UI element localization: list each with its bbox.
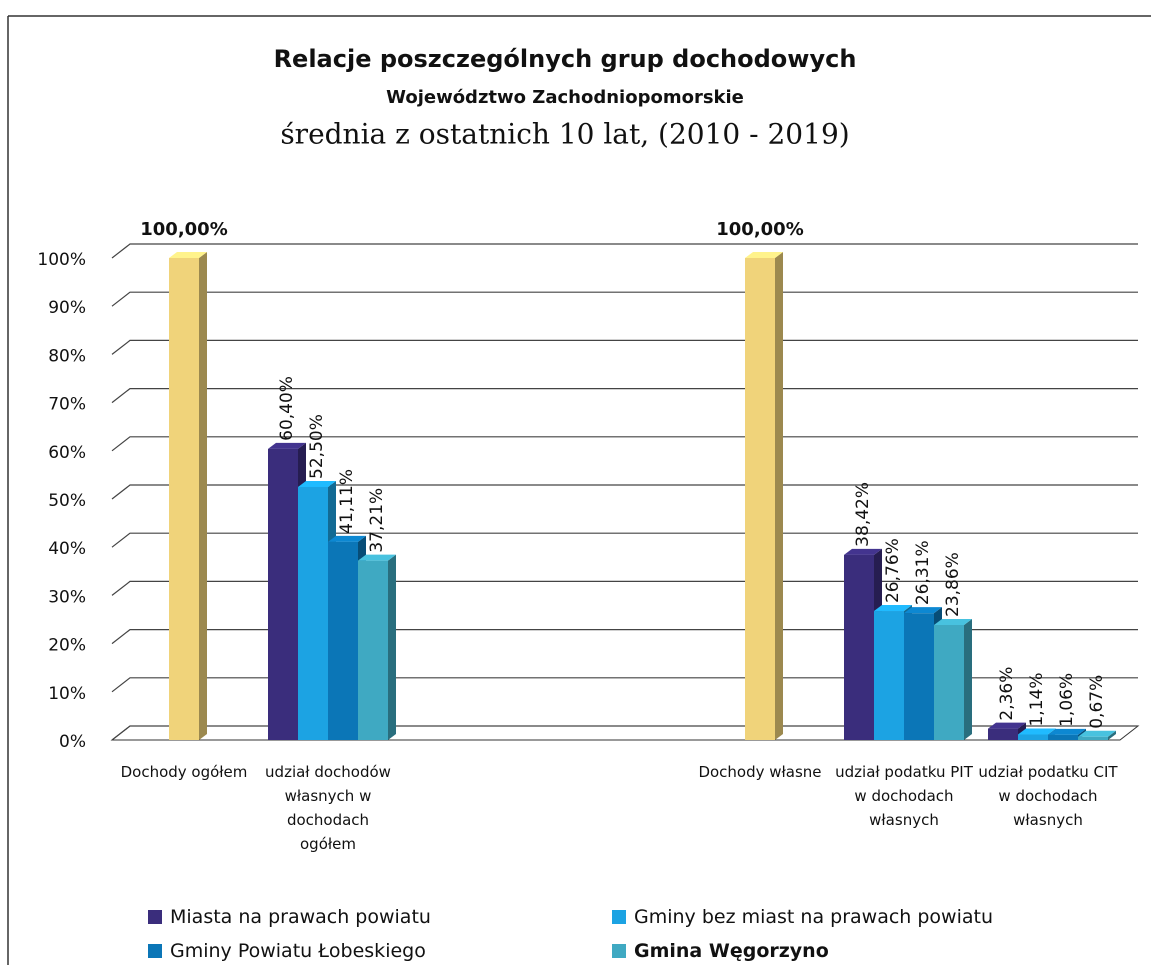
y-tick-label: 70% bbox=[48, 395, 86, 415]
grid-line bbox=[111, 725, 1138, 741]
value-label: 37,21% bbox=[367, 488, 387, 553]
value-label: 2,36% bbox=[997, 667, 1017, 721]
bar bbox=[988, 728, 1018, 740]
x-tick-label: Dochody własne bbox=[698, 763, 822, 781]
bar-side bbox=[964, 618, 972, 740]
bar-top bbox=[844, 548, 882, 555]
grid-line bbox=[111, 436, 1138, 452]
bar-top bbox=[328, 535, 366, 542]
y-tick-label: 80% bbox=[48, 346, 86, 366]
bar-top bbox=[1048, 728, 1086, 735]
bar bbox=[298, 486, 328, 740]
bar bbox=[169, 258, 199, 740]
bar bbox=[904, 613, 934, 740]
x-tick-label: udział podatku PIT w dochodach własnych bbox=[835, 763, 973, 829]
bar bbox=[1048, 734, 1078, 740]
bar-top bbox=[169, 252, 207, 258]
bar bbox=[1078, 736, 1108, 740]
legend-label: Gminy Powiatu Łobeskiego bbox=[170, 940, 426, 962]
y-tick-label: 0% bbox=[59, 732, 86, 752]
legend-item: Miasta na prawach powiatu bbox=[148, 906, 431, 928]
value-label: 26,31% bbox=[913, 540, 933, 605]
x-tick-label: Dochody ogółem bbox=[120, 763, 248, 781]
bar-side bbox=[1108, 730, 1116, 740]
bar-top bbox=[904, 607, 942, 614]
grid-line bbox=[111, 339, 1138, 355]
x-tick-label: udział podatku CIT w dochodach własnych bbox=[978, 763, 1118, 829]
bar-top bbox=[1018, 728, 1056, 735]
value-label: 1,14% bbox=[1027, 672, 1047, 726]
value-label: 100,00% bbox=[716, 219, 804, 240]
value-label: 0,67% bbox=[1087, 675, 1107, 729]
value-label: 52,50% bbox=[307, 414, 327, 479]
bar bbox=[268, 448, 298, 740]
legend-item: Gminy bez miast na prawach powiatu bbox=[612, 906, 993, 928]
bar bbox=[874, 611, 904, 740]
y-tick-label: 50% bbox=[48, 491, 86, 511]
legend-item: Gmina Węgorzyno bbox=[612, 940, 829, 962]
bar bbox=[1018, 734, 1048, 740]
value-label: 60,40% bbox=[277, 376, 297, 441]
legend-swatch bbox=[612, 944, 626, 958]
bar bbox=[358, 560, 388, 740]
y-tick-label: 100% bbox=[37, 250, 86, 270]
floor bbox=[110, 725, 1140, 741]
bar bbox=[844, 554, 874, 740]
bar-top bbox=[874, 605, 912, 612]
bar-side bbox=[775, 252, 783, 740]
bar-top bbox=[1078, 730, 1116, 737]
y-tick-label: 30% bbox=[48, 587, 86, 607]
y-tick-label: 10% bbox=[48, 684, 86, 704]
grid-line bbox=[111, 388, 1138, 404]
chart-subtitle: Województwo Zachodniopomorskie bbox=[386, 87, 744, 108]
bar-side bbox=[388, 554, 396, 740]
grid-line bbox=[111, 484, 1138, 500]
legend-label: Gminy bez miast na prawach powiatu bbox=[634, 906, 994, 928]
grid-line bbox=[111, 580, 1138, 596]
legend-item: Gminy Powiatu Łobeskiego bbox=[148, 940, 426, 962]
bar-top bbox=[745, 252, 783, 258]
value-label: 1,06% bbox=[1057, 673, 1077, 727]
value-label: 41,11% bbox=[337, 469, 357, 534]
legend-swatch bbox=[148, 910, 162, 924]
chart-title: Relacje poszczególnych grup dochodowych bbox=[274, 45, 857, 73]
legend-label: Miasta na prawach powiatu bbox=[170, 906, 431, 928]
grid-line bbox=[111, 291, 1138, 307]
bar-top bbox=[268, 442, 306, 449]
grid-line bbox=[111, 243, 1138, 259]
bar-top bbox=[298, 480, 336, 487]
grid-line bbox=[111, 628, 1138, 645]
y-tick-label: 90% bbox=[48, 298, 86, 318]
legend-swatch bbox=[148, 944, 162, 958]
legend-label: Gmina Węgorzyno bbox=[634, 940, 829, 962]
value-label: 26,76% bbox=[883, 538, 903, 603]
x-tick-label: udział dochodów własnych w dochodach ogó… bbox=[265, 763, 391, 853]
bar-top bbox=[988, 722, 1026, 729]
y-tick-label: 40% bbox=[48, 539, 86, 559]
bar-top bbox=[358, 554, 396, 561]
y-tick-label: 20% bbox=[48, 636, 86, 656]
value-label: 100,00% bbox=[140, 219, 228, 240]
value-label: 23,86% bbox=[943, 552, 963, 617]
legend-swatch bbox=[612, 910, 626, 924]
bar-top bbox=[934, 618, 972, 625]
grid-line bbox=[111, 677, 1138, 693]
bar bbox=[328, 541, 358, 740]
value-label: 38,42% bbox=[853, 482, 873, 547]
bar bbox=[745, 258, 775, 740]
bar bbox=[934, 624, 964, 740]
y-tick-label: 60% bbox=[48, 443, 86, 463]
chart-subtitle: średnia z ostatnich 10 lat, (2010 - 2019… bbox=[280, 118, 849, 151]
bar-side bbox=[199, 252, 207, 740]
grid-line bbox=[111, 532, 1138, 548]
